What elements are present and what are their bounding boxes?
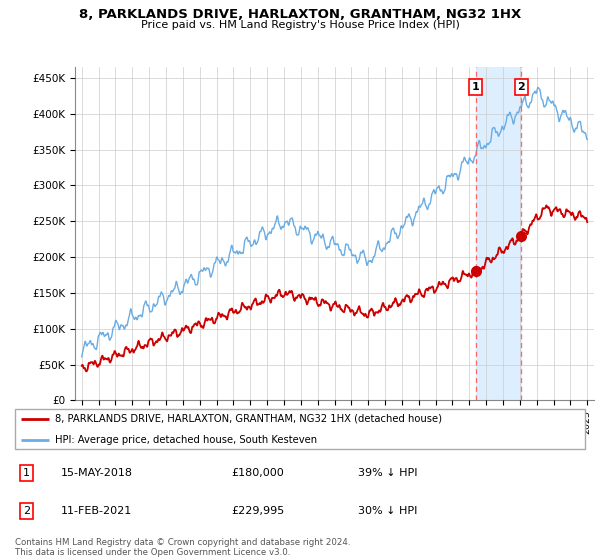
Text: 2: 2	[517, 82, 525, 92]
Text: £180,000: £180,000	[231, 468, 284, 478]
Text: 39% ↓ HPI: 39% ↓ HPI	[358, 468, 417, 478]
Text: 1: 1	[23, 468, 30, 478]
Text: 11-FEB-2021: 11-FEB-2021	[61, 506, 132, 516]
Text: 8, PARKLANDS DRIVE, HARLAXTON, GRANTHAM, NG32 1HX: 8, PARKLANDS DRIVE, HARLAXTON, GRANTHAM,…	[79, 8, 521, 21]
FancyBboxPatch shape	[15, 409, 585, 449]
Text: £229,995: £229,995	[231, 506, 284, 516]
Text: Contains HM Land Registry data © Crown copyright and database right 2024.
This d: Contains HM Land Registry data © Crown c…	[15, 538, 350, 557]
Text: 30% ↓ HPI: 30% ↓ HPI	[358, 506, 417, 516]
Text: Price paid vs. HM Land Registry's House Price Index (HPI): Price paid vs. HM Land Registry's House …	[140, 20, 460, 30]
Text: 8, PARKLANDS DRIVE, HARLAXTON, GRANTHAM, NG32 1HX (detached house): 8, PARKLANDS DRIVE, HARLAXTON, GRANTHAM,…	[55, 414, 442, 424]
Text: HPI: Average price, detached house, South Kesteven: HPI: Average price, detached house, Sout…	[55, 435, 317, 445]
Bar	[476, 67, 521, 400]
Text: 1: 1	[472, 82, 479, 92]
Text: 15-MAY-2018: 15-MAY-2018	[61, 468, 133, 478]
Text: 2: 2	[23, 506, 30, 516]
